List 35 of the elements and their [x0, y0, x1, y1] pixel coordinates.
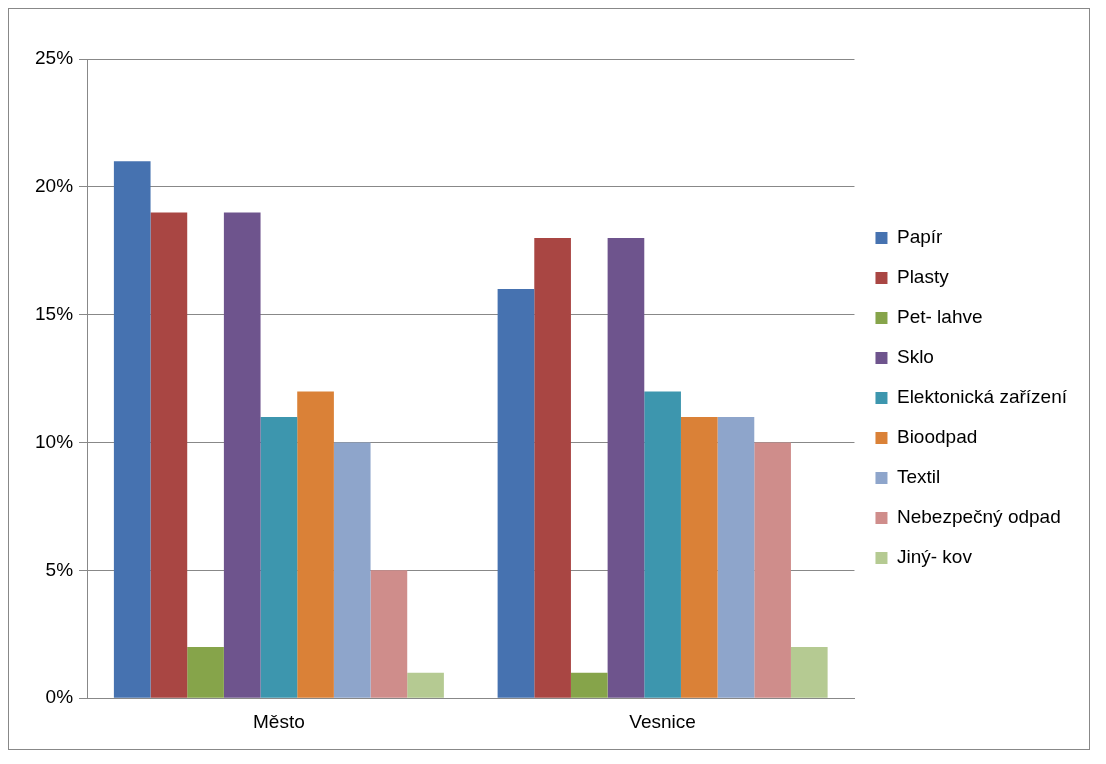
bar: [570, 672, 608, 698]
legend-label: Pet- lahve: [896, 306, 983, 328]
y-tick-label: 5%: [45, 558, 74, 580]
legend-label: Elektonická zařízení: [896, 386, 1068, 408]
bar: [333, 442, 371, 698]
legend-label: Sklo: [896, 346, 934, 368]
y-tick-label: 10%: [35, 430, 74, 452]
legend-label: Plasty: [896, 266, 950, 288]
bar: [534, 237, 571, 698]
legend-label: Jiný- kov: [896, 546, 973, 568]
legend-label: Papír: [896, 226, 944, 248]
bar: [754, 442, 791, 698]
y-tick-label: 0%: [45, 686, 74, 708]
y-tick-label: 25%: [35, 47, 74, 69]
bar: [497, 289, 535, 698]
y-tick-label: 20%: [35, 175, 74, 197]
bar: [297, 391, 334, 698]
bar: [223, 212, 261, 698]
bar: [790, 647, 828, 698]
legend-label: Textil: [896, 466, 941, 488]
x-tick-label: Vesnice: [629, 710, 696, 732]
bar: [407, 672, 444, 698]
bar: [113, 161, 151, 698]
bar: [370, 570, 408, 698]
bar: [260, 416, 298, 698]
x-tick-label: Město: [253, 710, 305, 732]
legend-label: Nebezpečný odpad: [896, 506, 1061, 528]
bar: [717, 416, 755, 698]
legend-label: Bioodpad: [896, 426, 978, 448]
bar: [680, 416, 718, 698]
bar: [187, 647, 224, 698]
bar: [644, 391, 681, 698]
bar: [607, 237, 645, 698]
y-tick-label: 15%: [35, 302, 74, 324]
bar: [150, 212, 188, 698]
